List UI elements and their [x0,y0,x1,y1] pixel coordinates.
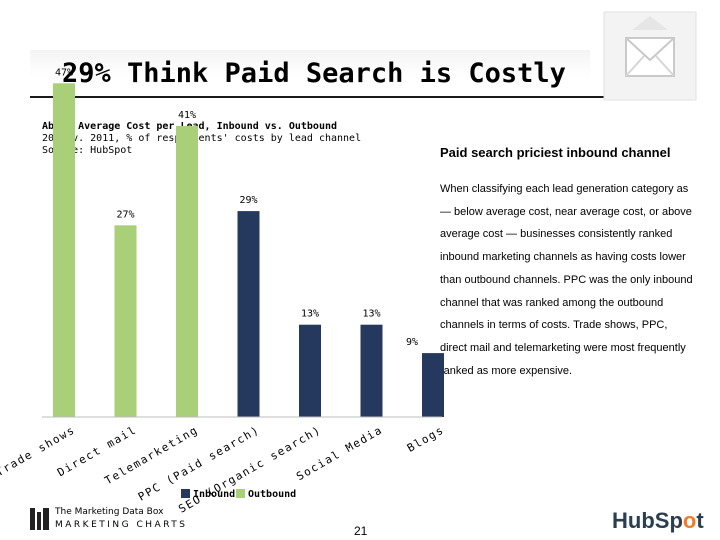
bar-0 [53,83,75,418]
category-label-6: Blogs [405,423,447,455]
bar-3 [237,211,260,417]
slide-title: 29% Think Paid Search is Costly [62,58,566,89]
side-text: When classifying each lead generation ca… [440,183,693,377]
legend-swatch-0 [181,489,190,498]
bar-4 [299,324,321,417]
chart-subtitle: 2010 v. 2011, % of respondents' costs by… [42,133,362,144]
bar-6 [422,353,444,417]
bar-5 [360,324,383,417]
chart-source: Source: HubSpot [42,145,133,156]
footer-logo-line2: MARKETING CHARTS [55,520,188,530]
legend-label-1: Outbound [248,489,296,500]
data-label-1: 27% [116,209,134,220]
data-label-5: 13% [362,309,380,320]
legend-swatch-1 [236,489,245,498]
envelope-icon [603,11,697,101]
bar-2 [176,125,198,418]
title-band [30,50,590,96]
data-label-0: 47% [55,67,73,78]
data-label-6: 9% [406,337,418,348]
data-label-3: 29% [239,195,257,206]
data-label-4: 13% [301,309,319,320]
legend-label-0: Inbound [193,489,235,500]
title-rule [30,96,660,98]
bar-1 [114,225,137,417]
hubspot-logo: HubSpot [612,508,704,533]
footer-logo-line1: The Marketing Data Box [55,507,164,517]
side-heading: Paid search priciest inbound channel [440,145,671,160]
marketing-data-box-logo [30,508,49,530]
page-number: 21 [354,524,368,538]
data-label-2: 41% [178,110,196,121]
